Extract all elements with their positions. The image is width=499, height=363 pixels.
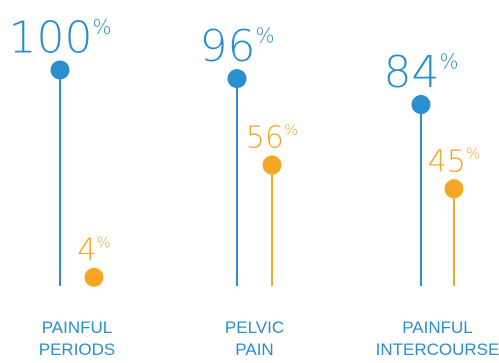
- lollipop-dot: [444, 179, 464, 199]
- lollipop-dot: [411, 95, 431, 115]
- lollipop-dot: [84, 267, 104, 287]
- lollipop-dot: [50, 60, 70, 80]
- category-label: PELVIC: [225, 318, 284, 337]
- category-label: PAINFUL: [42, 318, 113, 337]
- category-label: PAINFUL: [402, 318, 473, 337]
- data-label: 56%: [246, 121, 298, 156]
- data-label: 45%: [428, 144, 480, 179]
- category-label: INTERCOURSE: [376, 340, 499, 359]
- data-label: 100%: [9, 13, 112, 64]
- data-label: 84%: [383, 47, 458, 98]
- category-label: PAIN: [235, 340, 273, 359]
- data-label: 96%: [199, 21, 274, 72]
- data-label: 4%: [77, 233, 110, 268]
- lollipop-dot: [227, 69, 247, 89]
- lollipop-dot: [262, 155, 282, 175]
- category-label: PERIODS: [39, 340, 116, 359]
